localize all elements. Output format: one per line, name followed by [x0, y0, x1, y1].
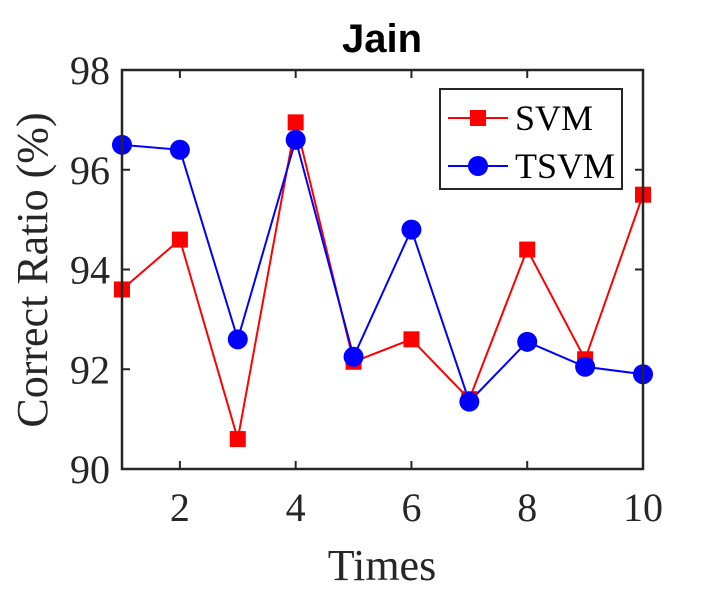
y-axis-label: Correct Ratio (%)	[8, 112, 57, 427]
tsvm-data-point	[227, 329, 248, 350]
svm-series-line	[121, 122, 644, 440]
series-lines	[121, 122, 644, 440]
svm-legend-marker	[470, 110, 486, 126]
y-tick-label: 92	[70, 347, 110, 392]
x-axis-label: Times	[328, 541, 436, 590]
svm-data-point	[229, 431, 246, 448]
tsvm-data-point	[169, 139, 190, 160]
x-tick-label: 10	[623, 485, 663, 530]
tsvm-data-point	[459, 391, 480, 412]
legend: SVM TSVM	[439, 88, 623, 190]
plot-area-frame	[120, 68, 645, 471]
chart-title: Jain	[342, 17, 422, 61]
y-tick-label: 90	[70, 447, 110, 492]
tsvm-data-point	[285, 129, 306, 150]
tsvm-data-point	[401, 219, 422, 240]
svm-data-point	[171, 231, 188, 248]
y-tick-label: 94	[70, 248, 110, 293]
tsvm-data-point	[575, 356, 596, 377]
y-tick-label: 98	[70, 48, 110, 93]
tsvm-legend-label: TSVM	[515, 146, 615, 186]
tsvm-data-point	[343, 346, 364, 367]
y-tick-label: 96	[70, 148, 110, 193]
x-tick-label: 6	[401, 485, 421, 530]
svm-data-point	[287, 114, 304, 131]
axis-ticks: 2 4 6 8 10 90 92 94 96 98	[70, 48, 663, 530]
x-tick-label: 8	[517, 485, 537, 530]
x-tick-label: 4	[286, 485, 306, 530]
x-tick-label: 2	[170, 485, 190, 530]
svm-data-point	[519, 241, 536, 258]
tsvm-series-line	[121, 136, 644, 404]
tsvm-data-point	[517, 331, 538, 352]
svm-data-point	[403, 331, 420, 348]
svm-legend-label: SVM	[515, 98, 593, 138]
tsvm-legend-marker	[468, 156, 488, 176]
